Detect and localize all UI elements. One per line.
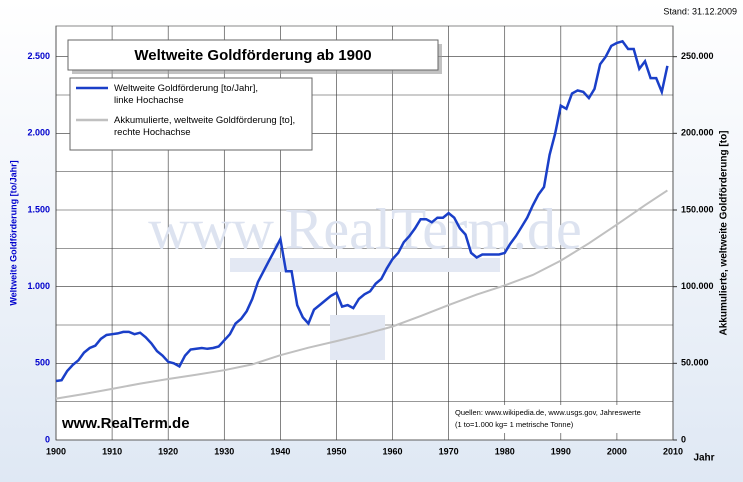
x-tick-label: 1910 — [102, 446, 122, 456]
series-line — [55, 39, 669, 383]
site-label: www.RealTerm.de — [61, 415, 190, 432]
y2-tick-label: 0 — [681, 434, 686, 444]
y-axis-label: Weltweite Goldförderung [to/Jahr] — [8, 160, 18, 305]
x-tick-label: 1950 — [326, 446, 346, 456]
y2-tick-label: 250.000 — [681, 51, 714, 61]
source-line: Quellen: www.wikipedia.de, www.usgs.gov,… — [455, 408, 641, 417]
y-tick-label: 500 — [35, 358, 50, 368]
chart-title: Weltweite Goldförderung ab 1900 — [134, 47, 371, 64]
y2-tick-label: 150.000 — [681, 204, 714, 214]
sources-box — [450, 405, 668, 433]
legend-label: Weltweite Goldförderung [to/Jahr], linke … — [114, 83, 258, 106]
x-tick-label: 1970 — [439, 446, 459, 456]
y-tick-label: 2.500 — [27, 51, 50, 61]
y2-tick-label: 50.000 — [681, 358, 709, 368]
legend-label: Akkumulierte, weltweite Goldförderung [t… — [114, 115, 295, 138]
y-tick-label: 0 — [45, 434, 50, 444]
series-line — [55, 189, 668, 400]
source-line: (1 to=1.000 kg= 1 metrische Tonne) — [455, 420, 574, 429]
watermark-shape — [230, 258, 500, 272]
x-tick-label: 1960 — [383, 446, 403, 456]
x-tick-label: 1930 — [214, 446, 234, 456]
x-tick-label: 1940 — [270, 446, 290, 456]
x-tick-label: 1990 — [551, 446, 571, 456]
watermark-shape — [330, 315, 385, 360]
x-tick-label: 1900 — [46, 446, 66, 456]
x-tick-label: 1980 — [495, 446, 515, 456]
y2-tick-label: 200.000 — [681, 128, 714, 138]
y2-axis-label: Akkumulierte, weltweite Goldförderung [t… — [719, 130, 730, 335]
y-tick-label: 2.000 — [27, 128, 50, 138]
legend — [69, 77, 313, 151]
x-tick-label: 2000 — [607, 446, 627, 456]
y2-tick-label: 100.000 — [681, 281, 714, 291]
watermark: www.RealTerm.de — [148, 196, 581, 261]
title-box — [67, 39, 439, 71]
x-axis-label: Jahr — [693, 453, 714, 464]
y-tick-label: 1.500 — [27, 204, 50, 214]
x-tick-label: 2010 — [663, 446, 683, 456]
x-tick-label: 1920 — [158, 446, 178, 456]
stand: Stand: 31.12.2009 — [663, 6, 737, 16]
y-tick-label: 1.000 — [27, 281, 50, 291]
